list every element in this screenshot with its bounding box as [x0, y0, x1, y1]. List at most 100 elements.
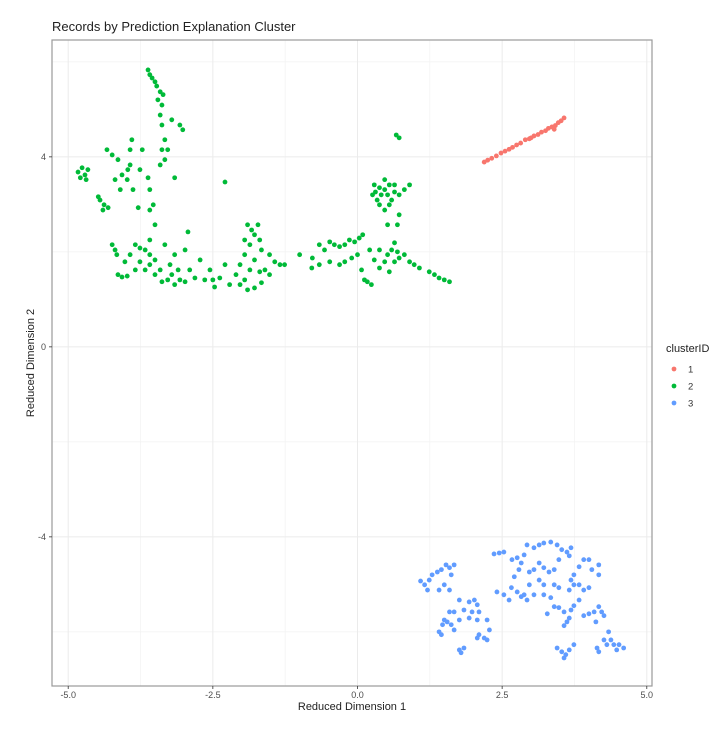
- point-cluster-3: [541, 565, 547, 571]
- point-cluster-2: [149, 75, 155, 81]
- point-cluster-2: [127, 162, 133, 168]
- gridlines: [52, 40, 652, 686]
- point-cluster-1: [522, 137, 528, 143]
- point-cluster-3: [566, 587, 572, 593]
- point-cluster-3: [481, 635, 487, 641]
- point-cluster-2: [267, 252, 272, 258]
- point-cluster-2: [222, 179, 228, 185]
- point-cluster-3: [601, 637, 607, 643]
- point-cluster-3: [501, 549, 507, 555]
- point-cluster-3: [451, 562, 457, 568]
- point-cluster-2: [202, 277, 208, 283]
- point-cluster-2: [177, 277, 183, 283]
- point-cluster-2: [157, 162, 163, 168]
- point-cluster-2: [382, 187, 388, 193]
- point-cluster-2: [252, 285, 257, 291]
- legend-title: clusterID: [666, 343, 709, 355]
- point-cluster-1: [514, 142, 520, 148]
- point-cluster-3: [554, 645, 560, 651]
- point-cluster-2: [159, 147, 165, 153]
- point-cluster-2: [360, 232, 366, 238]
- point-cluster-2: [385, 222, 390, 228]
- point-cluster-1: [498, 150, 504, 156]
- point-cluster-3: [594, 645, 600, 651]
- point-cluster-1: [551, 126, 557, 132]
- point-cluster-2: [237, 282, 243, 288]
- point-cluster-2: [247, 267, 253, 273]
- point-cluster-3: [536, 577, 542, 583]
- point-cluster-2: [396, 212, 402, 218]
- y-tick-label: -4: [38, 532, 46, 542]
- point-cluster-2: [172, 252, 178, 258]
- chart-title: Records by Prediction Explanation Cluste…: [52, 19, 296, 34]
- point-cluster-2: [75, 169, 81, 175]
- point-cluster-2: [83, 177, 89, 183]
- point-cluster-2: [386, 269, 392, 275]
- point-cluster-2: [192, 275, 198, 281]
- point-cluster-2: [104, 147, 110, 153]
- point-cluster-3: [541, 582, 547, 588]
- point-cluster-3: [524, 542, 530, 548]
- point-cluster-2: [262, 267, 268, 273]
- point-cluster-2: [242, 277, 248, 283]
- point-cluster-2: [327, 259, 333, 265]
- point-cluster-3: [447, 565, 452, 571]
- point-cluster-2: [346, 237, 352, 243]
- point-cluster-3: [526, 582, 532, 588]
- point-cluster-2: [249, 227, 255, 233]
- point-cluster-2: [147, 262, 153, 268]
- point-cluster-3: [456, 617, 462, 623]
- point-cluster-2: [182, 279, 188, 285]
- point-cluster-3: [566, 553, 572, 559]
- point-cluster-3: [438, 567, 444, 573]
- point-cluster-2: [187, 267, 193, 273]
- point-cluster-2: [385, 252, 390, 258]
- point-cluster-3: [548, 595, 554, 601]
- point-cluster-2: [154, 83, 160, 89]
- legend-label: 2: [688, 382, 693, 393]
- point-cluster-3: [474, 602, 480, 608]
- legend-key-1: [671, 366, 677, 372]
- point-cluster-2: [377, 185, 382, 191]
- y-axis: 4 0 -4: [38, 152, 52, 542]
- point-cluster-3: [514, 589, 520, 595]
- point-cluster-2: [252, 257, 257, 263]
- point-cluster-1: [489, 155, 495, 161]
- point-cluster-2: [165, 147, 171, 153]
- point-cluster-2: [159, 102, 165, 108]
- point-cluster-2: [147, 252, 153, 258]
- point-cluster-3: [429, 572, 435, 578]
- point-cluster-2: [252, 232, 257, 238]
- point-cluster-2: [227, 282, 233, 288]
- point-cluster-2: [152, 222, 158, 228]
- point-cluster-3: [561, 655, 567, 661]
- point-cluster-2: [137, 259, 143, 265]
- point-cluster-3: [556, 585, 562, 591]
- point-cluster-2: [152, 272, 158, 278]
- point-cluster-2: [396, 135, 402, 141]
- point-cluster-2: [389, 247, 395, 253]
- point-cluster-2: [132, 267, 138, 273]
- point-cluster-2: [157, 112, 163, 118]
- point-cluster-2: [150, 202, 156, 208]
- point-cluster-3: [476, 609, 482, 615]
- point-cluster-2: [426, 269, 432, 275]
- point-cluster-3: [561, 623, 567, 629]
- point-cluster-2: [124, 273, 130, 279]
- point-cluster-2: [386, 182, 392, 188]
- point-cluster-2: [137, 167, 143, 173]
- point-cluster-2: [157, 267, 163, 273]
- point-cluster-3: [614, 647, 620, 653]
- point-cluster-3: [506, 597, 512, 603]
- point-cluster-2: [316, 262, 322, 268]
- point-cluster-2: [327, 239, 333, 245]
- point-cluster-2: [115, 157, 121, 163]
- panel-border: [51, 39, 653, 687]
- point-cluster-2: [135, 205, 141, 211]
- point-cluster-2: [382, 207, 388, 213]
- point-cluster-2: [255, 222, 261, 228]
- point-cluster-2: [378, 192, 384, 198]
- point-cluster-2: [392, 240, 397, 246]
- point-cluster-3: [544, 611, 550, 617]
- point-cluster-2: [359, 267, 364, 273]
